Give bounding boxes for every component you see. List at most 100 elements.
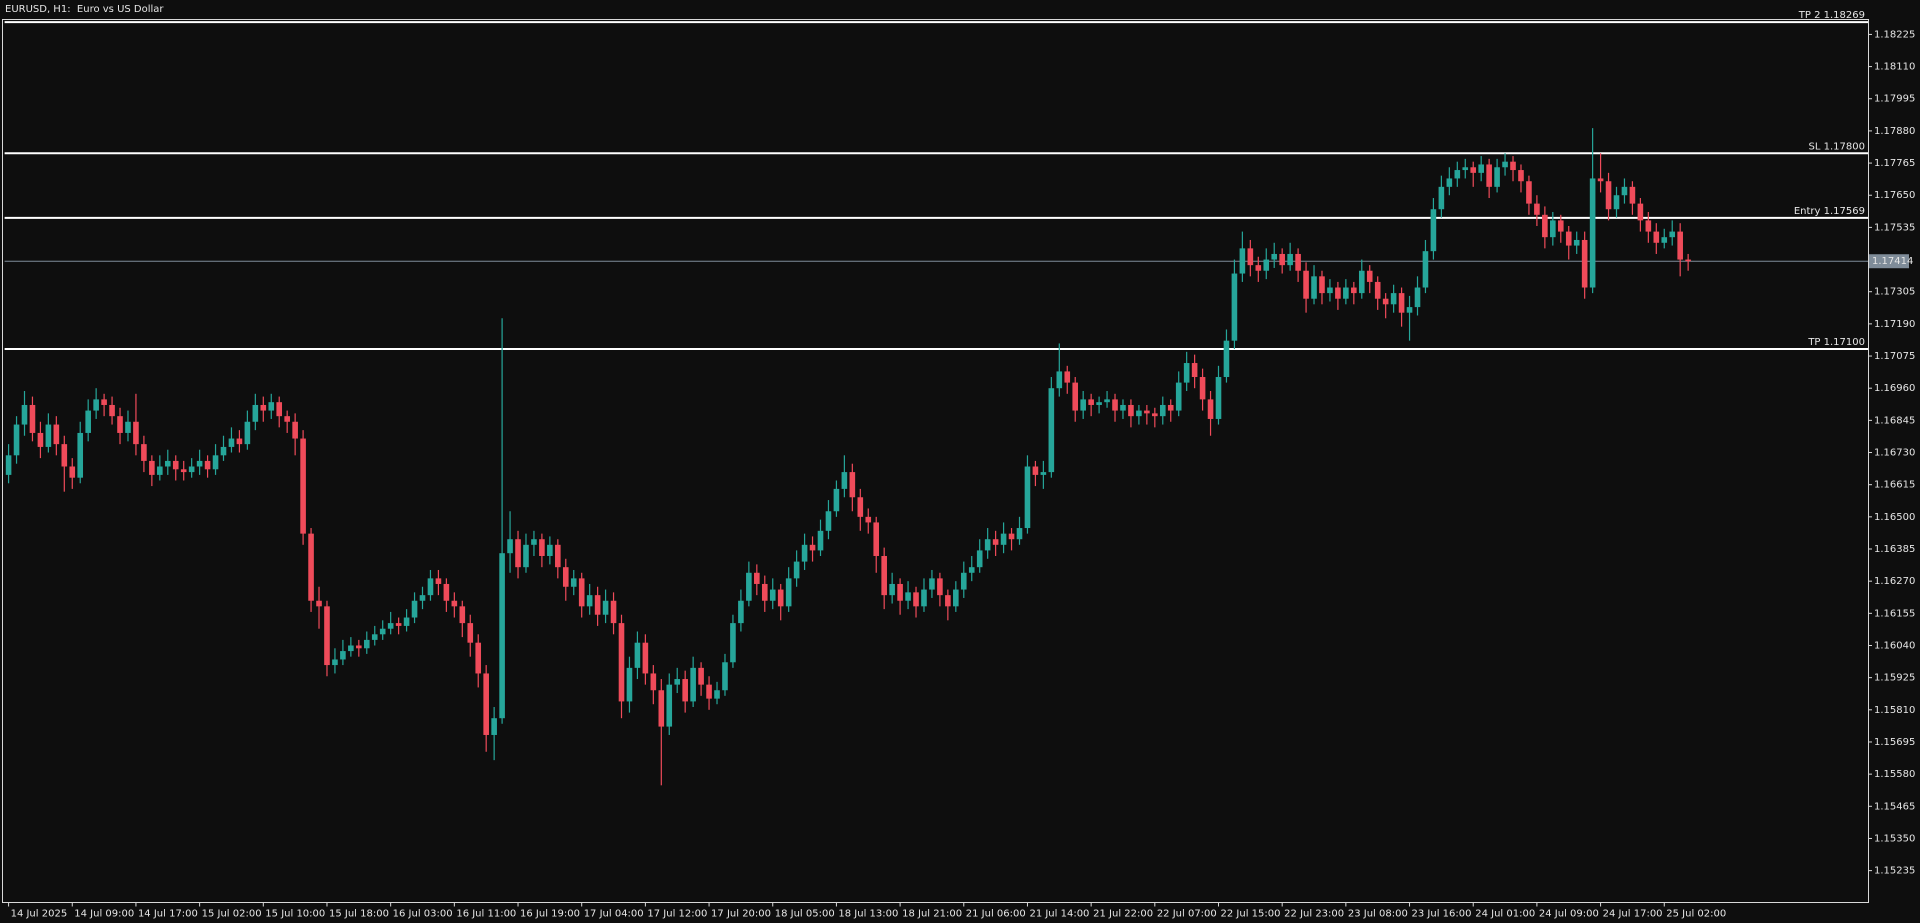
candle-body — [953, 589, 959, 607]
candle-body — [921, 589, 927, 607]
candle-body — [1255, 265, 1262, 271]
x-tick-label: 18 Jul 13:00 — [838, 909, 898, 920]
candle-body — [562, 567, 569, 587]
candle-body — [491, 718, 497, 735]
candle-body — [976, 550, 983, 568]
x-tick-label: 15 Jul 10:00 — [265, 909, 325, 920]
y-tick-label: 1.17305 — [1874, 287, 1915, 298]
candle-body — [722, 662, 728, 691]
candle-body — [1136, 410, 1142, 417]
x-tick-label: 18 Jul 05:00 — [775, 909, 835, 920]
candle-body — [141, 444, 147, 461]
candle-body — [1669, 231, 1676, 238]
y-tick-label: 1.16040 — [1874, 640, 1915, 651]
candle-body — [1462, 167, 1469, 171]
candle-body — [1502, 161, 1508, 168]
candle-body — [1319, 276, 1325, 294]
candle-body — [45, 424, 52, 447]
level-label: SL 1.17800 — [1809, 141, 1865, 152]
x-tick-label: 24 Jul 01:00 — [1475, 909, 1535, 920]
y-tick-label: 1.16155 — [1874, 608, 1915, 619]
y-tick-label: 1.15465 — [1874, 801, 1915, 812]
candle-body — [93, 399, 99, 411]
candle-body — [1382, 298, 1389, 305]
candle-body — [196, 460, 203, 467]
candle-body — [1159, 404, 1166, 417]
candle-body — [220, 446, 227, 456]
candle-body — [188, 466, 195, 473]
y-tick-label: 1.16960 — [1874, 383, 1915, 394]
x-tick-label: 14 Jul 09:00 — [74, 909, 134, 920]
candle-body — [1597, 178, 1604, 182]
candle-body — [1088, 399, 1094, 405]
candle-body — [690, 667, 696, 702]
candle-body — [212, 455, 219, 470]
candle-body — [1358, 270, 1365, 294]
candle-body — [1677, 231, 1683, 260]
candle-body — [507, 539, 513, 554]
candle-body — [1661, 237, 1668, 243]
candle-body — [483, 673, 489, 735]
chart-title: EURUSD, H1: Euro vs US Dollar — [5, 4, 164, 15]
y-tick-label: 1.18225 — [1874, 29, 1915, 40]
candle-body — [53, 424, 60, 445]
plot-frame — [2, 19, 1869, 903]
y-tick-label: 1.16500 — [1874, 512, 1915, 523]
y-tick-label: 1.15925 — [1874, 673, 1915, 684]
x-tick-label: 22 Jul 07:00 — [1157, 909, 1217, 920]
candle-body — [1000, 533, 1007, 545]
y-tick-label: 1.15580 — [1874, 769, 1915, 780]
candle-body — [905, 592, 911, 601]
candle-body — [1446, 178, 1453, 187]
candle-body — [706, 684, 712, 699]
candle-body — [1175, 382, 1182, 411]
candle-body — [1311, 276, 1317, 299]
x-tick-label: 25 Jul 02:00 — [1666, 909, 1726, 920]
candle-body — [379, 628, 386, 635]
level-label: Entry 1.17569 — [1794, 206, 1865, 217]
candle-body — [897, 583, 903, 601]
candle-body — [754, 572, 760, 584]
candle-body — [1454, 170, 1461, 179]
candle-body — [730, 623, 736, 663]
candle-body — [698, 667, 704, 685]
candle-body — [356, 645, 362, 649]
candle-body — [475, 642, 482, 674]
candle-body — [292, 421, 298, 439]
candle-body — [602, 600, 609, 615]
last-price-label: 1.17414 — [1872, 256, 1913, 267]
candle-body — [1072, 382, 1079, 411]
candle-body — [37, 432, 44, 447]
candle-body — [348, 645, 354, 652]
candle-body — [459, 606, 466, 624]
candle-body — [650, 673, 657, 691]
candle-body — [427, 578, 434, 596]
candle-body — [1040, 472, 1047, 475]
candle-body — [1279, 253, 1285, 266]
y-tick-label: 1.17535 — [1874, 222, 1915, 233]
candle-body — [1008, 533, 1015, 540]
y-tick-label: 1.15695 — [1874, 737, 1915, 748]
candle-body — [1542, 214, 1548, 238]
candle-body — [857, 497, 864, 517]
y-tick-label: 1.18110 — [1874, 62, 1915, 73]
candle-body — [1295, 253, 1301, 271]
candle-body — [1374, 281, 1381, 299]
candle-body — [5, 455, 12, 475]
candle-body — [1605, 181, 1612, 210]
candle-body — [268, 402, 275, 411]
candle-body — [1207, 399, 1214, 419]
candle-body — [1550, 220, 1556, 238]
candle-body — [236, 438, 243, 445]
candle-body — [1398, 293, 1405, 313]
x-tick-label: 17 Jul 04:00 — [584, 909, 644, 920]
candle-body — [1247, 248, 1254, 266]
candle-body — [658, 690, 665, 727]
candle-body — [1589, 178, 1596, 288]
candle-body — [308, 533, 314, 601]
candle-body — [244, 421, 251, 445]
candle-body — [992, 539, 999, 545]
candle-body — [1016, 528, 1023, 540]
candle-body — [817, 530, 824, 551]
